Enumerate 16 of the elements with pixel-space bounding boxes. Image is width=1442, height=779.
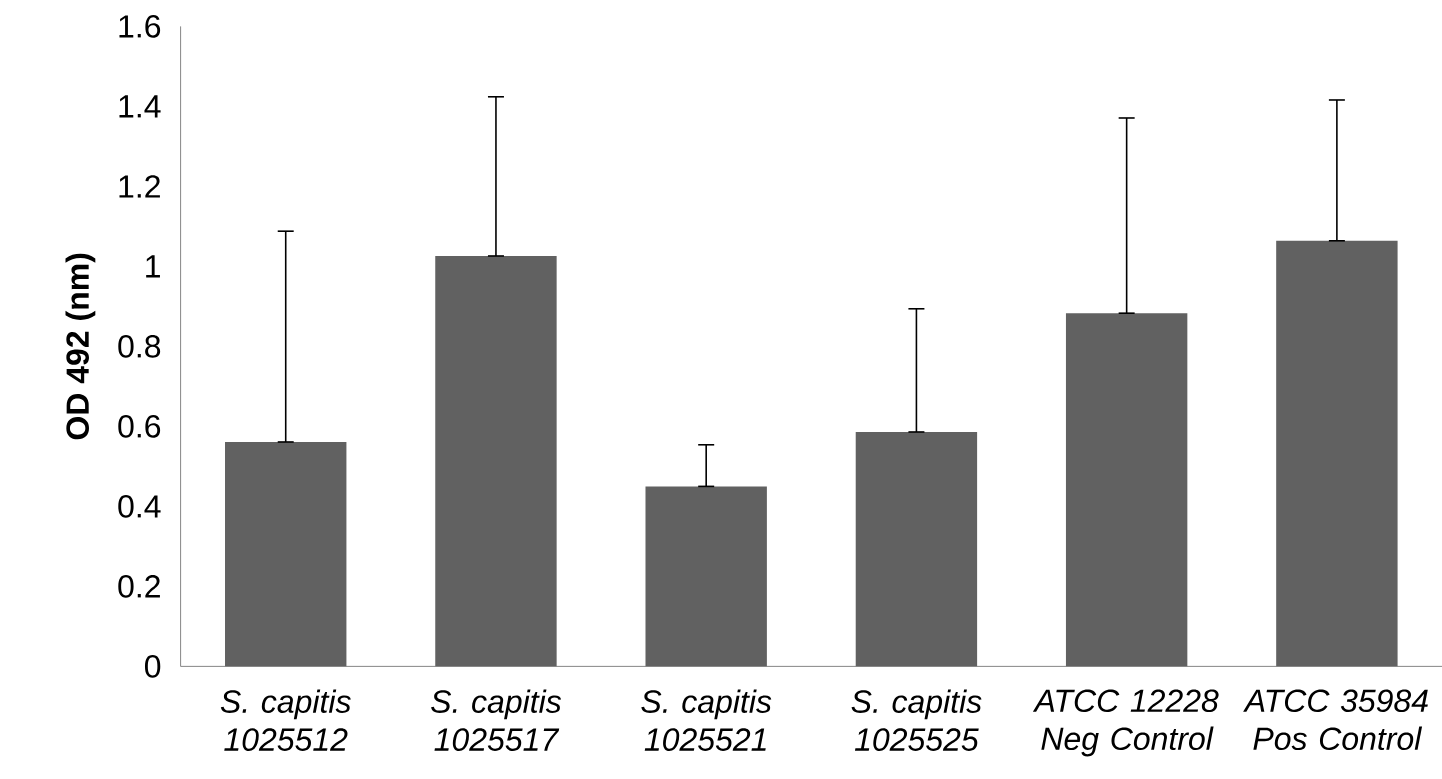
y-tick-label: 0.4 bbox=[118, 495, 161, 518]
x-tick-label: ATCC 35984 Pos Control bbox=[1243, 689, 1428, 751]
y-tick-label: 0.2 bbox=[118, 575, 160, 598]
y-axis-title: OD 492 (nm) bbox=[65, 253, 96, 440]
y-tick-label: 1.4 bbox=[119, 95, 161, 118]
y-tick-label: 0.6 bbox=[118, 415, 161, 438]
x-tick-label: S. capitis 1025525 bbox=[851, 689, 982, 751]
x-tick-label: S. capitis 1025521 bbox=[641, 689, 772, 751]
y-tick-label: 1.6 bbox=[119, 15, 161, 38]
y-tick-label: 1 bbox=[146, 255, 160, 278]
x-tick-label: S. capitis 1025512 bbox=[220, 689, 351, 751]
y-tick-label: 0.8 bbox=[118, 335, 161, 358]
y-tick-label: 0 bbox=[144, 655, 161, 678]
x-tick-label: ATCC 12228 Neg Control bbox=[1032, 689, 1219, 757]
y-tick-label: 1.2 bbox=[119, 175, 160, 198]
x-tick-label: S. capitis 1025517 bbox=[431, 689, 562, 751]
